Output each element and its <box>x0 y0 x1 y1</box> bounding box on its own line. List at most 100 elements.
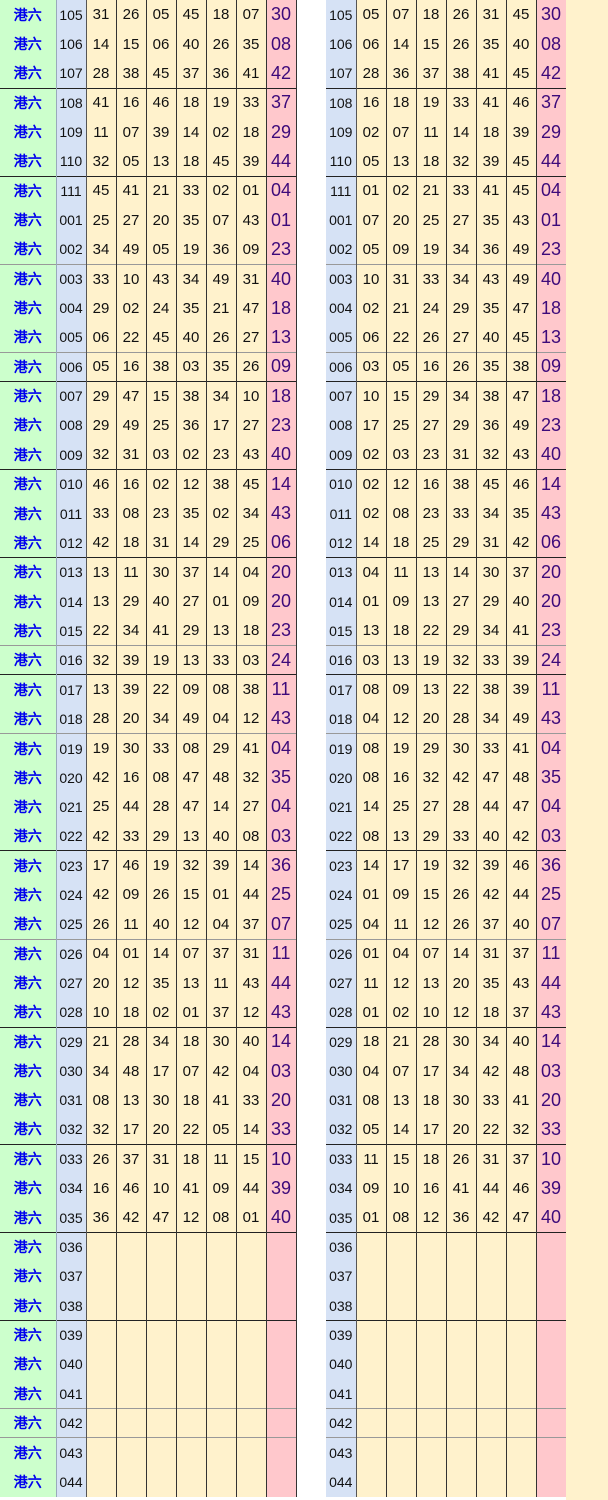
sorted-number: 45 <box>506 322 537 353</box>
drawn-number: 22 <box>176 1115 207 1145</box>
drawn-number: 04 <box>236 1056 267 1086</box>
table-row: 港六 040 <box>0 1349 297 1380</box>
issue-number: 039 <box>326 1319 357 1350</box>
lottery-label: 港六 <box>0 733 57 763</box>
table-row: 港六 002 34 49 05 19 36 09 23 <box>0 234 297 265</box>
drawn-number: 32 <box>86 440 117 470</box>
drawn-number: 37 <box>206 997 237 1028</box>
drawn-number <box>206 1291 237 1321</box>
sorted-number <box>476 1319 507 1350</box>
drawn-number <box>206 1319 237 1350</box>
lottery-label: 港六 <box>0 880 57 910</box>
lottery-label: 港六 <box>0 997 57 1028</box>
table-row: 043 <box>326 1437 567 1468</box>
drawn-number <box>146 1407 177 1438</box>
sorted-number <box>446 1261 477 1292</box>
sorted-number: 35 <box>476 351 507 382</box>
special-number: 03 <box>536 821 567 851</box>
sorted-number: 29 <box>446 528 477 558</box>
drawn-number: 26 <box>86 1143 117 1174</box>
drawn-number: 29 <box>86 380 117 411</box>
drawn-number: 14 <box>146 938 177 969</box>
table-row: 港六 035 36 42 47 12 08 01 40 <box>0 1203 297 1233</box>
special-number: 44 <box>266 146 297 177</box>
sorted-number <box>506 1407 537 1438</box>
issue-number: 027 <box>56 968 87 998</box>
drawn-number: 40 <box>146 909 177 939</box>
issue-number: 035 <box>56 1203 87 1233</box>
drawn-number: 09 <box>236 586 267 617</box>
issue-number: 029 <box>56 1026 87 1057</box>
sorted-number: 13 <box>416 557 447 587</box>
sorted-number <box>506 1379 537 1409</box>
table-row: 009 02 03 23 31 32 43 40 <box>326 440 567 470</box>
drawn-number: 36 <box>206 58 237 89</box>
sorted-number <box>446 1437 477 1468</box>
drawn-number: 45 <box>236 468 267 499</box>
special-number: 43 <box>536 704 567 734</box>
drawn-number: 26 <box>86 909 117 939</box>
table-row: 港六 108 41 16 46 18 19 33 37 <box>0 87 297 118</box>
table-row: 003 10 31 33 34 43 49 40 <box>326 263 567 294</box>
drawn-number: 01 <box>206 586 237 617</box>
drawn-number: 34 <box>146 704 177 734</box>
issue-number: 037 <box>326 1261 357 1292</box>
sorted-number <box>356 1407 387 1438</box>
special-number: 35 <box>266 762 297 793</box>
sorted-number: 14 <box>446 938 477 969</box>
sorted-number <box>416 1437 447 1468</box>
drawn-number: 13 <box>206 616 237 646</box>
drawn-number <box>176 1407 207 1438</box>
table-row: 港六 034 16 46 10 41 09 44 39 <box>0 1173 297 1204</box>
table-row: 港六 032 32 17 20 22 05 14 33 <box>0 1115 297 1145</box>
drawn-number: 33 <box>206 645 237 675</box>
sorted-number: 18 <box>476 997 507 1028</box>
lottery-label: 港六 <box>0 1056 57 1086</box>
lottery-label: 港六 <box>0 1379 57 1409</box>
issue-number: 034 <box>326 1173 357 1204</box>
sorted-number: 07 <box>416 938 447 969</box>
special-number: 11 <box>266 674 297 705</box>
special-number: 06 <box>536 528 567 558</box>
issue-number: 042 <box>326 1407 357 1438</box>
issue-number: 110 <box>326 146 357 177</box>
drawn-number <box>146 1349 177 1380</box>
drawn-number: 42 <box>86 762 117 793</box>
sorted-number: 42 <box>476 1056 507 1086</box>
drawn-number: 31 <box>116 440 147 470</box>
special-number <box>266 1437 297 1468</box>
drawn-number: 16 <box>116 468 147 499</box>
table-row: 110 05 13 18 32 39 45 44 <box>326 146 567 177</box>
drawn-number: 26 <box>236 351 267 382</box>
sorted-number: 02 <box>356 498 387 529</box>
sorted-number: 26 <box>446 880 477 910</box>
drawn-number: 11 <box>116 557 147 587</box>
table-row: 港六 008 29 49 25 36 17 27 23 <box>0 410 297 441</box>
drawn-number: 13 <box>176 645 207 675</box>
sorted-number: 45 <box>506 58 537 89</box>
sorted-number: 37 <box>476 909 507 939</box>
sorted-number: 47 <box>476 762 507 793</box>
table-row: 港六 006 05 16 38 03 35 26 09 <box>0 351 297 382</box>
sorted-number: 31 <box>476 528 507 558</box>
sorted-number: 02 <box>356 468 387 499</box>
lottery-label: 港六 <box>0 29 57 59</box>
sorted-number: 10 <box>386 1173 417 1204</box>
sorted-number: 10 <box>356 380 387 411</box>
special-number: 14 <box>536 1026 567 1057</box>
sorted-number: 41 <box>476 58 507 89</box>
special-number: 40 <box>536 1203 567 1233</box>
sorted-number: 07 <box>386 1056 417 1086</box>
lottery-label: 港六 <box>0 205 57 235</box>
special-number <box>536 1291 567 1321</box>
special-number: 08 <box>266 29 297 59</box>
table-row: 037 <box>326 1261 567 1292</box>
lottery-label: 港六 <box>0 850 57 881</box>
drawn-number: 02 <box>206 117 237 147</box>
sorted-number <box>356 1437 387 1468</box>
drawn-number: 25 <box>236 528 267 558</box>
drawn-number: 14 <box>86 29 117 59</box>
issue-number: 023 <box>326 850 357 881</box>
sorted-number: 36 <box>446 1203 477 1233</box>
sorted-number: 41 <box>506 733 537 763</box>
